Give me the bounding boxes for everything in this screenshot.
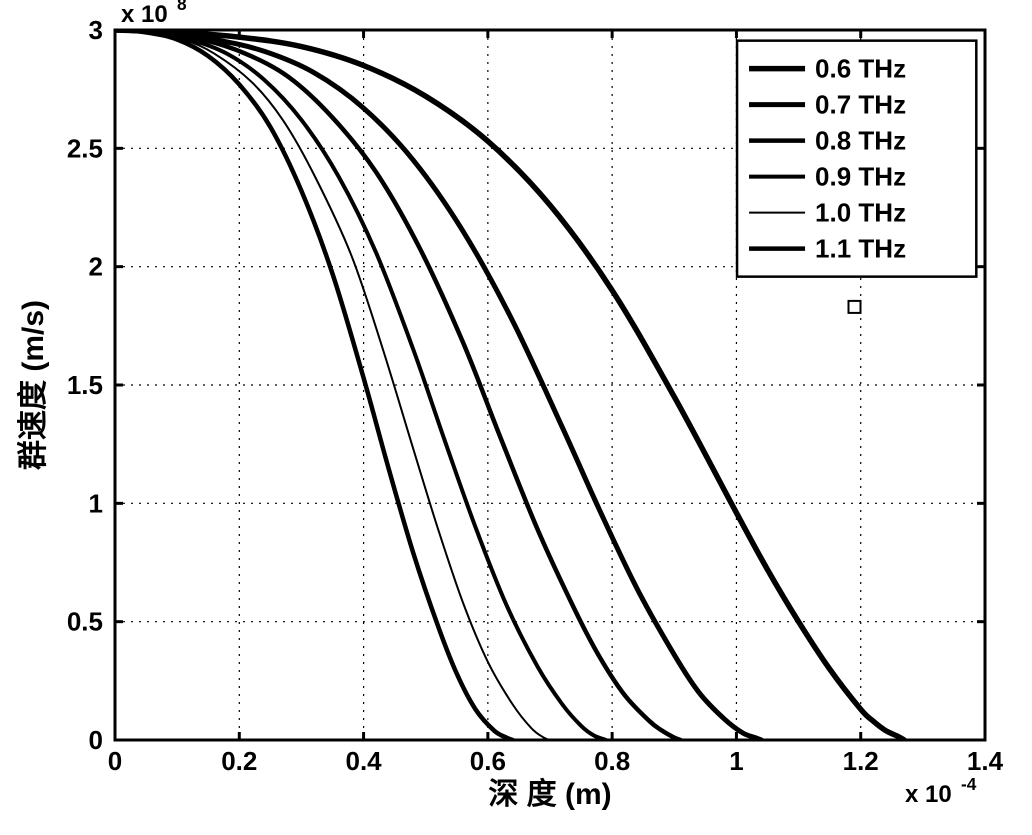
svg-text:x 10: x 10 [121, 1, 168, 28]
legend-label: 0.7 THz [815, 90, 906, 120]
svg-text:-4: -4 [961, 774, 977, 794]
x-tick-label: 1.4 [967, 746, 1004, 776]
y-tick-label: 2 [89, 252, 103, 282]
legend-label: 0.9 THz [815, 162, 906, 192]
legend-label: 1.0 THz [815, 198, 906, 228]
legend-label: 0.8 THz [815, 126, 906, 156]
x-tick-label: 0.2 [221, 746, 257, 776]
chart-container: { "chart": { "type": "line", "width": 10… [0, 0, 1032, 835]
x-tick-label: 1.2 [843, 746, 879, 776]
x-tick-label: 0.6 [470, 746, 506, 776]
svg-text:x 10: x 10 [905, 781, 952, 808]
y-tick-label: 3 [89, 15, 103, 45]
y-tick-label: 2.5 [67, 133, 103, 163]
legend: 0.6 THz 0.7 THz 0.8 THz 0.9 THz 1.0 THz 1.1 T… [737, 41, 976, 277]
x-tick-label: 0.8 [594, 746, 630, 776]
y-tick-label: 0.5 [67, 607, 103, 637]
x-tick-label: 0.4 [345, 746, 382, 776]
y-axis-label: 群速度 (m/s) [17, 300, 50, 470]
x-tick-label: 1 [729, 746, 743, 776]
legend-label: 1.1 THz [815, 234, 906, 264]
legend-label: 0.6 THz [815, 54, 906, 84]
y-tick-label: 0 [89, 725, 103, 755]
chart-svg: 0 0.2 0.4 0.6 0.8 1 1.2 1.4 0 0.5 1 1.5 2 2.5 3 x 10 8 x … [0, 0, 1032, 835]
svg-text:8: 8 [177, 0, 187, 14]
x-tick-label: 0 [108, 746, 122, 776]
y-tick-label: 1.5 [67, 370, 103, 400]
y-tick-label: 1 [89, 488, 103, 518]
x-axis-label: 深 度 (m) [488, 778, 611, 811]
